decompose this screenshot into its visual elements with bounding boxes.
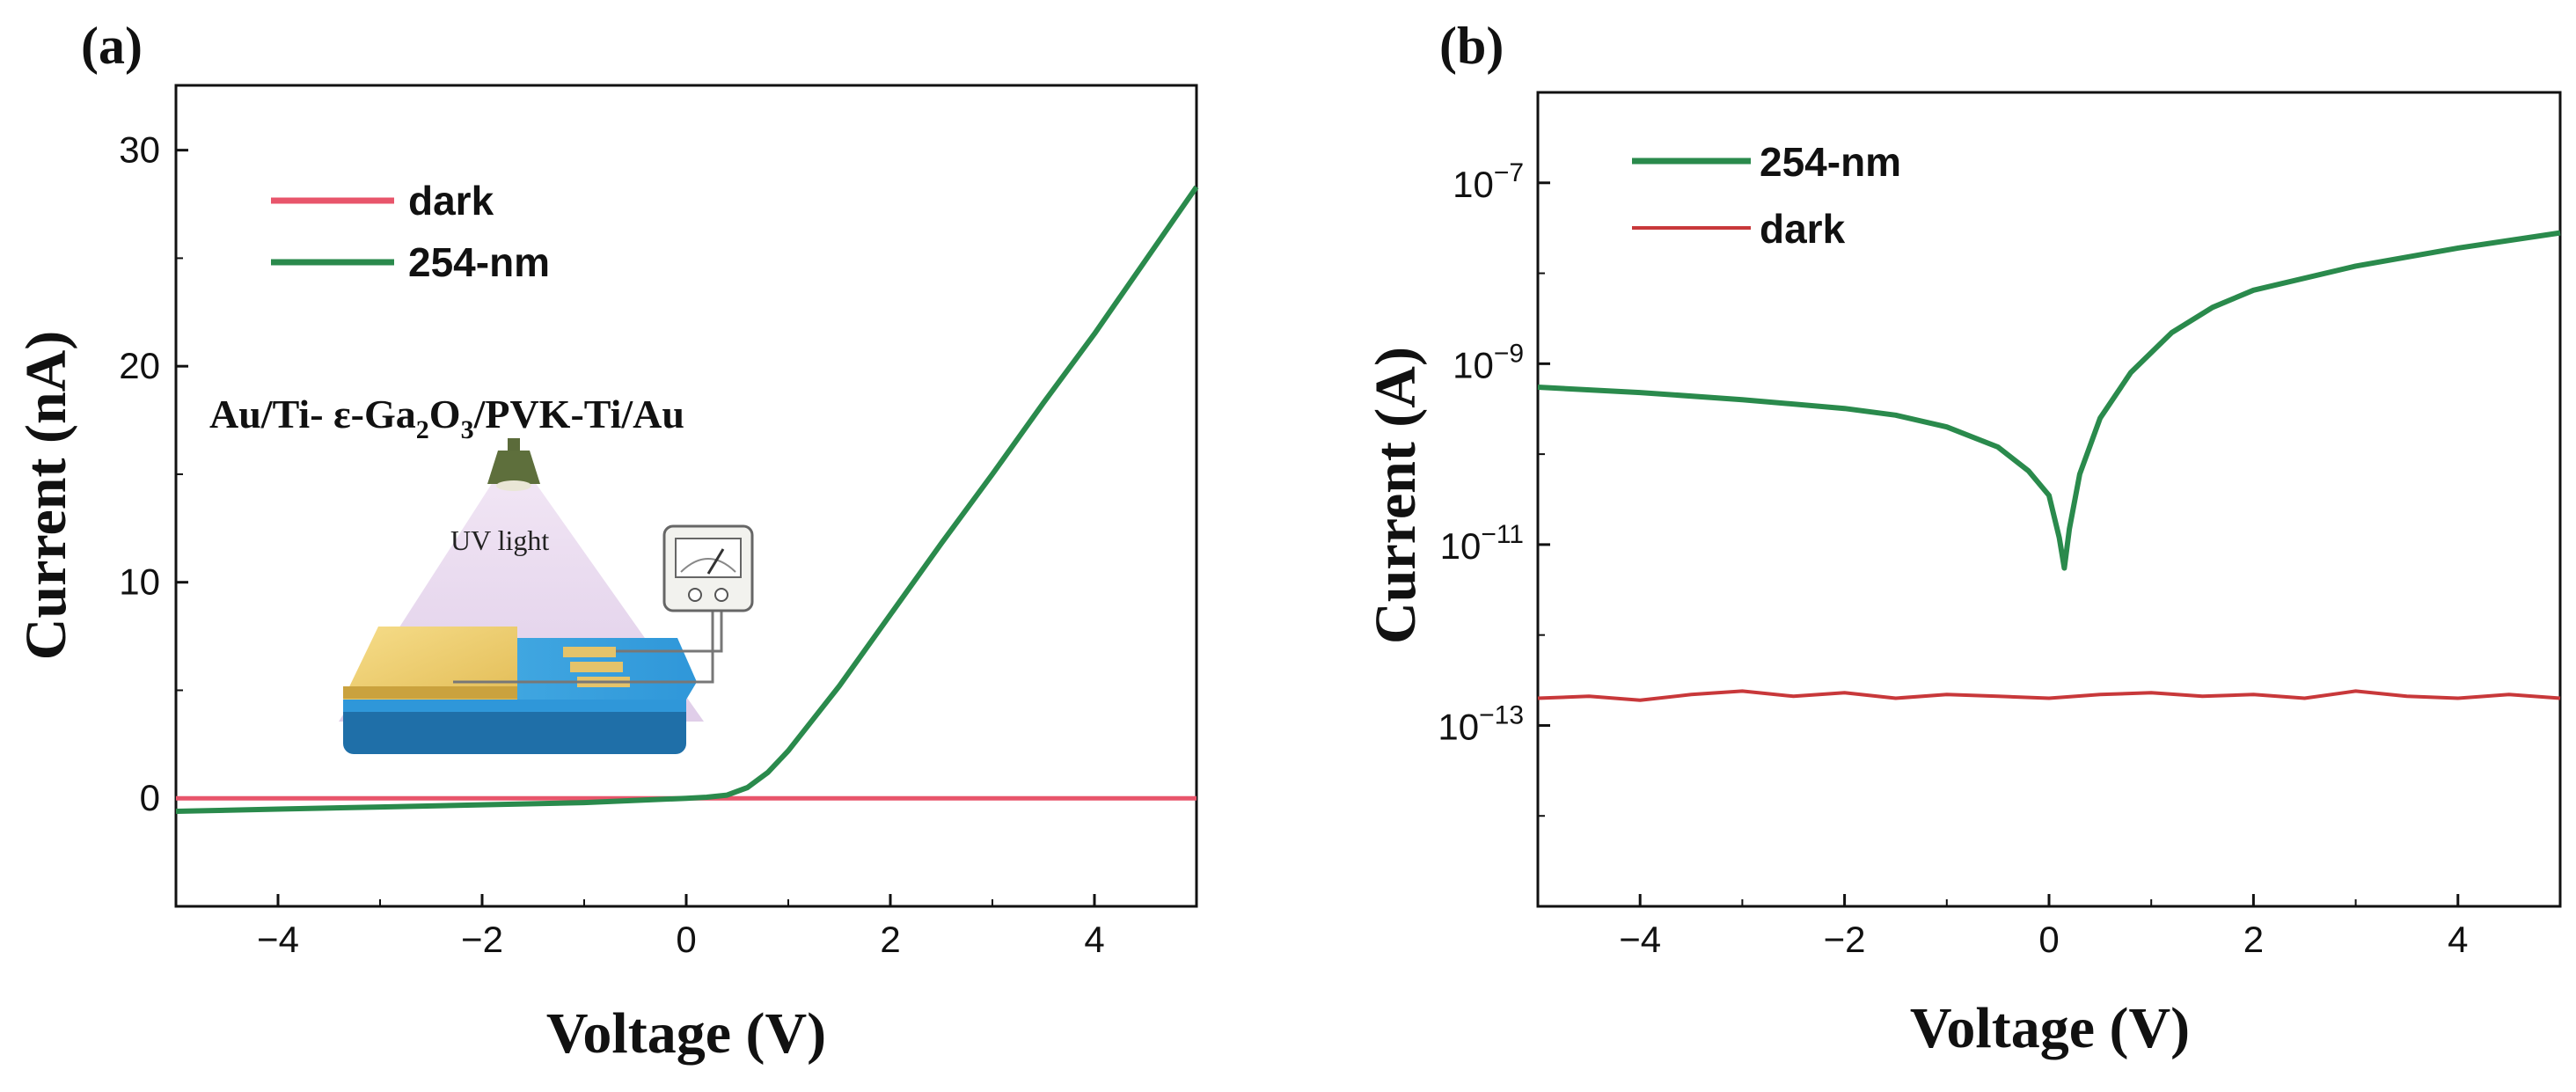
inset-device-title: Au/Ti- ε-Ga2O3/PVK-Ti/Au [209,392,684,444]
y-axis-title-b: Current (A) [1364,347,1428,644]
series-line-254-nm [1537,230,2561,571]
plot-frame-a [174,84,1198,908]
legend-a: dark 254-nm [271,178,550,285]
y-tick-label-b: 10−9 [1453,339,1524,385]
legend-label-dark: dark [408,178,494,224]
x-tick-label-a: −2 [461,919,503,960]
y-axis-title-a: Current (nA) [14,331,78,661]
x-tick-label-b: 4 [2448,919,2468,960]
x-tick-label-a: 4 [1084,919,1104,960]
x-tick-label-b: 2 [2243,919,2264,960]
series-a [175,185,1199,814]
y-tick-label-b: 10−7 [1453,158,1524,205]
y-tick-label-b: 10−11 [1440,520,1524,567]
legend-label-dark-b: dark [1760,206,1846,252]
series-line-254-nm [175,185,1199,814]
legend-b: 254-nm dark [1632,139,1901,252]
lamp-icon [487,438,540,491]
electrode-left-icon [343,627,517,700]
panel-a: (a) Au/Ti- ε-Ga2O3/PVK-Ti/Au UV light [14,17,1199,1066]
x-tick-label-b: −4 [1619,919,1661,960]
x-tick-label-b: −2 [1824,919,1866,960]
y-tick-label-a: 20 [119,345,160,386]
series-line-dark [1537,689,2561,702]
x-axis-title-a: Voltage (V) [546,1001,826,1066]
series-b [1537,230,2561,702]
y-tick-label-a: 0 [140,777,160,818]
x-tick-label-a: 2 [880,919,900,960]
panel-label-a: (a) [81,17,143,75]
legend-label-254nm: 254-nm [408,239,550,285]
x-axis-title-b: Voltage (V) [1910,996,2190,1060]
uv-light-label: UV light [450,524,549,556]
meter-icon [662,524,754,612]
y-tick-label-b: 10−13 [1438,700,1524,747]
x-tick-label-b: 0 [2038,919,2059,960]
legend-label-254nm-b: 254-nm [1760,139,1901,185]
panel-label-b: (b) [1439,17,1504,75]
panel-b: (b) −4 −2 0 2 4 10−13 10−11 10−9 10−7 254-nm dar… [1364,17,2562,1060]
x-tick-label-a: −4 [257,919,299,960]
x-tick-label-a: 0 [676,919,696,960]
wire-right [616,607,723,653]
y-tick-label-a: 30 [119,129,160,171]
device-inset: Au/Ti- ε-Ga2O3/PVK-Ti/Au UV light [209,392,754,754]
axis-ticks-b: −4 −2 0 2 4 10−13 10−11 10−9 10−7 [1438,92,2561,960]
y-tick-label-a: 10 [119,561,160,603]
wire-left [453,607,714,684]
axis-ticks-a: −4 −2 0 2 4 0 10 20 30 [119,129,1197,960]
